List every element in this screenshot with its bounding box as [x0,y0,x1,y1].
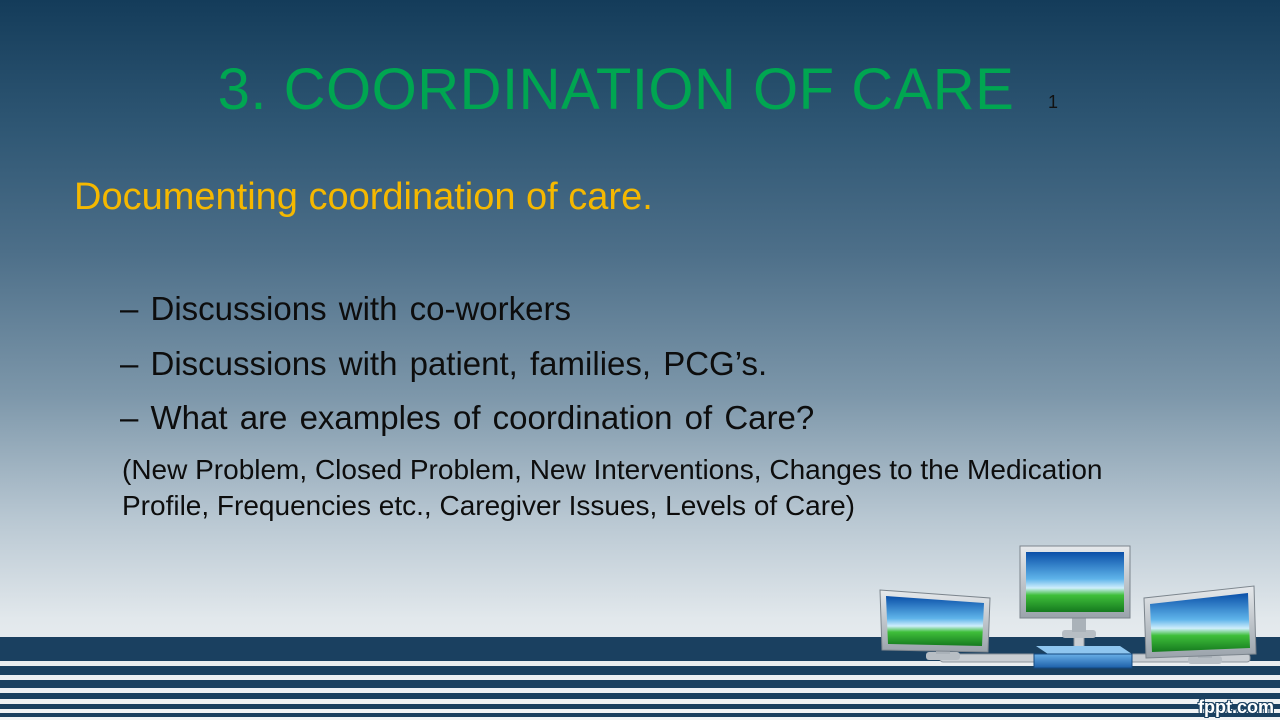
monitor-icon [1019,545,1131,638]
network-hub-icon [1033,646,1133,669]
bullet-item: – What are examples of coordination of C… [120,399,815,436]
bullet-item: – Discussions with co-workers [120,290,571,327]
footer-stripe [0,704,1280,709]
footer-stripe [0,680,1280,688]
slide-title: 3. COORDINATION OF CARE [217,57,1015,122]
brand-watermark: fppt.com [1198,697,1274,717]
slide-subtitle: Documenting coordination of care. [74,176,653,218]
footer-stripe [0,693,1280,699]
bullet-item: – Discussions with patient, families, PC… [120,345,768,382]
monitor-icon [879,589,991,660]
footer-stripe [0,713,1280,717]
network-illustration [879,545,1257,669]
footer-stripe [0,666,1280,675]
slide-number: 1 [1048,92,1059,112]
examples-note: (New Problem, Closed Problem, New Interv… [122,454,1103,521]
monitor-icon [1143,585,1257,664]
